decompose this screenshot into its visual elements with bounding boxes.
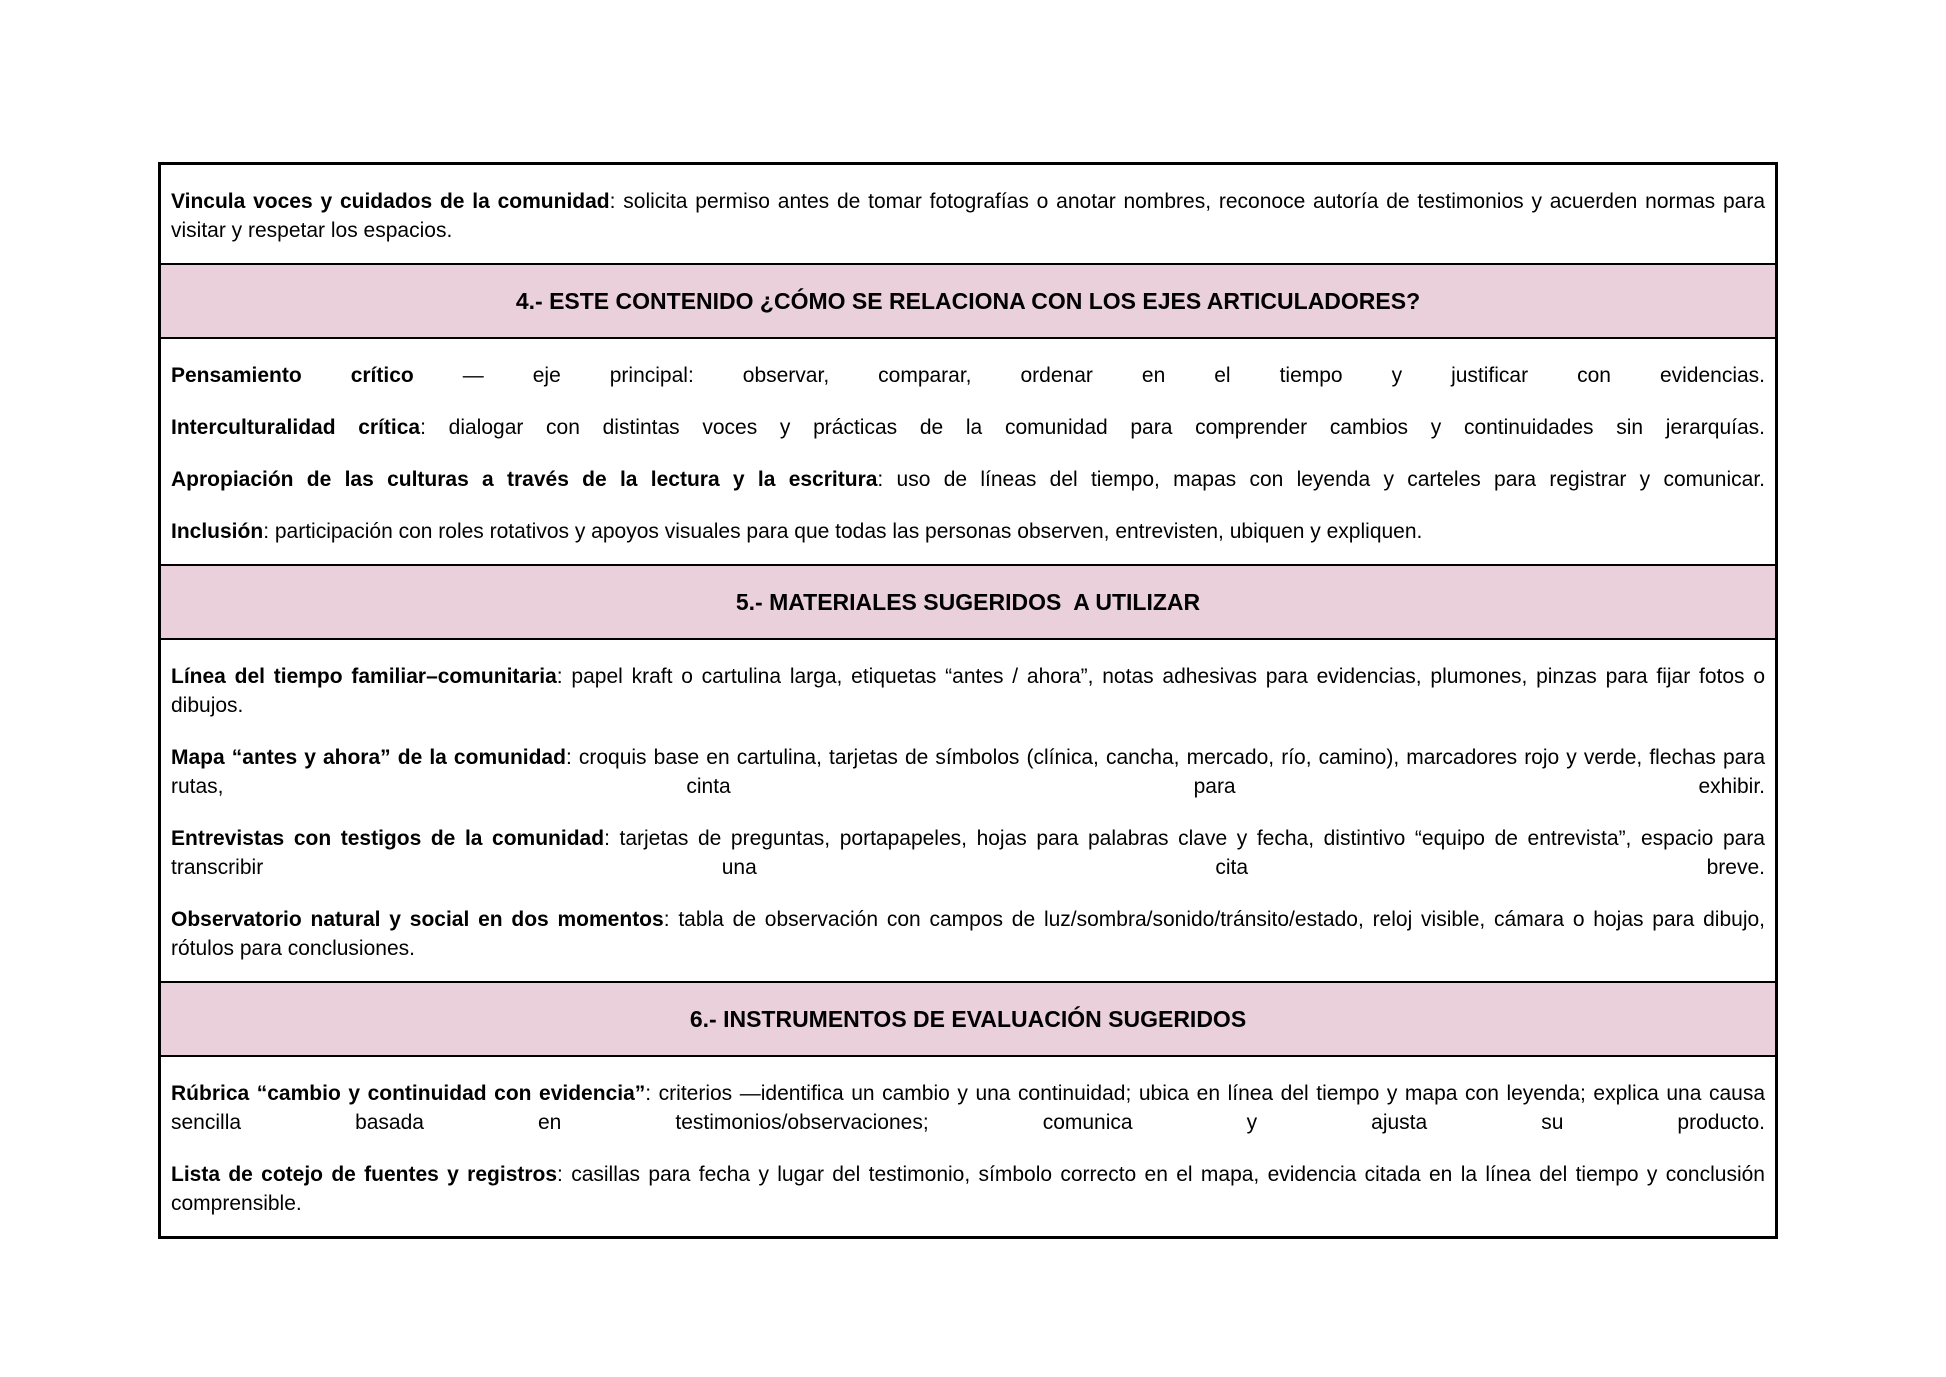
paragraph-lead: Observatorio natural y social en dos mom…	[171, 908, 664, 931]
paragraph-text: : papel kraft o cartulina larga, etiquet…	[171, 665, 1765, 717]
paragraph-text: : dialogar con distintas voces y práctic…	[420, 416, 1766, 439]
paragraph-rubrica: Rúbrica “cambio y continuidad con eviden…	[171, 1079, 1765, 1137]
paragraph-vincula-voces: Vincula voces y cuidados de la comunidad…	[171, 187, 1765, 245]
row-instrumentos-evaluacion: Rúbrica “cambio y continuidad con eviden…	[161, 1055, 1775, 1236]
row-ejes-articuladores: Pensamiento crítico — eje principal: obs…	[161, 337, 1775, 564]
row-materiales-sugeridos: Línea del tiempo familiar–comunitaria: p…	[161, 638, 1775, 981]
paragraph-text: : croquis base en cartulina, tarjetas de…	[171, 746, 1765, 798]
paragraph-linea-del-tiempo: Línea del tiempo familiar–comunitaria: p…	[171, 662, 1765, 720]
paragraph-lead: Mapa “antes y ahora” de la comunidad	[171, 746, 566, 769]
paragraph-lead: Rúbrica “cambio y continuidad con eviden…	[171, 1082, 646, 1105]
paragraph-lead: Lista de cotejo de fuentes y registros	[171, 1163, 558, 1186]
paragraph-inclusion: Inclusión: participación con roles rotat…	[171, 517, 1765, 546]
paragraph-lead: Línea del tiempo familiar–comunitaria	[171, 665, 557, 688]
paragraph-apropiacion-culturas: Apropiación de las culturas a través de …	[171, 465, 1765, 494]
paragraph-lista-cotejo: Lista de cotejo de fuentes y registros: …	[171, 1160, 1765, 1218]
paragraph-pensamiento-critico: Pensamiento crítico — eje principal: obs…	[171, 361, 1765, 390]
paragraph-text: : tabla de observación con campos de luz…	[171, 908, 1765, 960]
section-header-title: 5.- MATERIALES SUGERIDOS A UTILIZAR	[735, 589, 1201, 615]
section-header-materiales: 5.- MATERIALES SUGERIDOS A UTILIZAR	[161, 564, 1775, 638]
paragraph-lead: Pensamiento crítico	[171, 364, 414, 387]
row-vincula-voces: Vincula voces y cuidados de la comunidad…	[161, 165, 1775, 263]
paragraph-text: : tarjetas de preguntas, portapapeles, h…	[171, 827, 1765, 879]
paragraph-lead: Vincula voces y cuidados de la comunidad	[171, 190, 610, 213]
paragraph-lead: Inclusión	[171, 520, 264, 543]
paragraph-interculturalidad-critica: Interculturalidad crítica: dialogar con …	[171, 413, 1765, 442]
paragraph-entrevistas-testigos: Entrevistas con testigos de la comunidad…	[171, 824, 1765, 882]
paragraph-text: : criterios —identifica un cambio y una …	[171, 1082, 1765, 1134]
paragraph-text: : participación con roles rotativos y ap…	[263, 520, 1423, 543]
section-header-ejes-articuladores: 4.- ESTE CONTENIDO ¿CÓMO SE RELACIONA CO…	[161, 263, 1775, 337]
paragraph-text: : uso de líneas del tiempo, mapas con le…	[877, 468, 1765, 491]
section-header-instrumentos-evaluacion: 6.- INSTRUMENTOS DE EVALUACIÓN SUGERIDOS	[161, 981, 1775, 1055]
paragraph-lead: Apropiación de las culturas a través de …	[171, 468, 878, 491]
paragraph-text: : casillas para fecha y lugar del testim…	[171, 1163, 1765, 1215]
paragraph-lead: Entrevistas con testigos de la comunidad	[171, 827, 605, 850]
paragraph-observatorio: Observatorio natural y social en dos mom…	[171, 905, 1765, 963]
paragraph-mapa-antes-ahora: Mapa “antes y ahora” de la comunidad: cr…	[171, 743, 1765, 801]
planning-table: Vincula voces y cuidados de la comunidad…	[158, 162, 1778, 1239]
paragraph-text: — eje principal: observar, comparar, ord…	[413, 364, 1766, 387]
section-header-title: 6.- INSTRUMENTOS DE EVALUACIÓN SUGERIDOS	[689, 1006, 1247, 1032]
paragraph-text: : solicita permiso antes de tomar fotogr…	[171, 190, 1766, 242]
paragraph-lead: Interculturalidad crítica	[171, 416, 421, 439]
section-header-title: 4.- ESTE CONTENIDO ¿CÓMO SE RELACIONA CO…	[515, 288, 1421, 314]
